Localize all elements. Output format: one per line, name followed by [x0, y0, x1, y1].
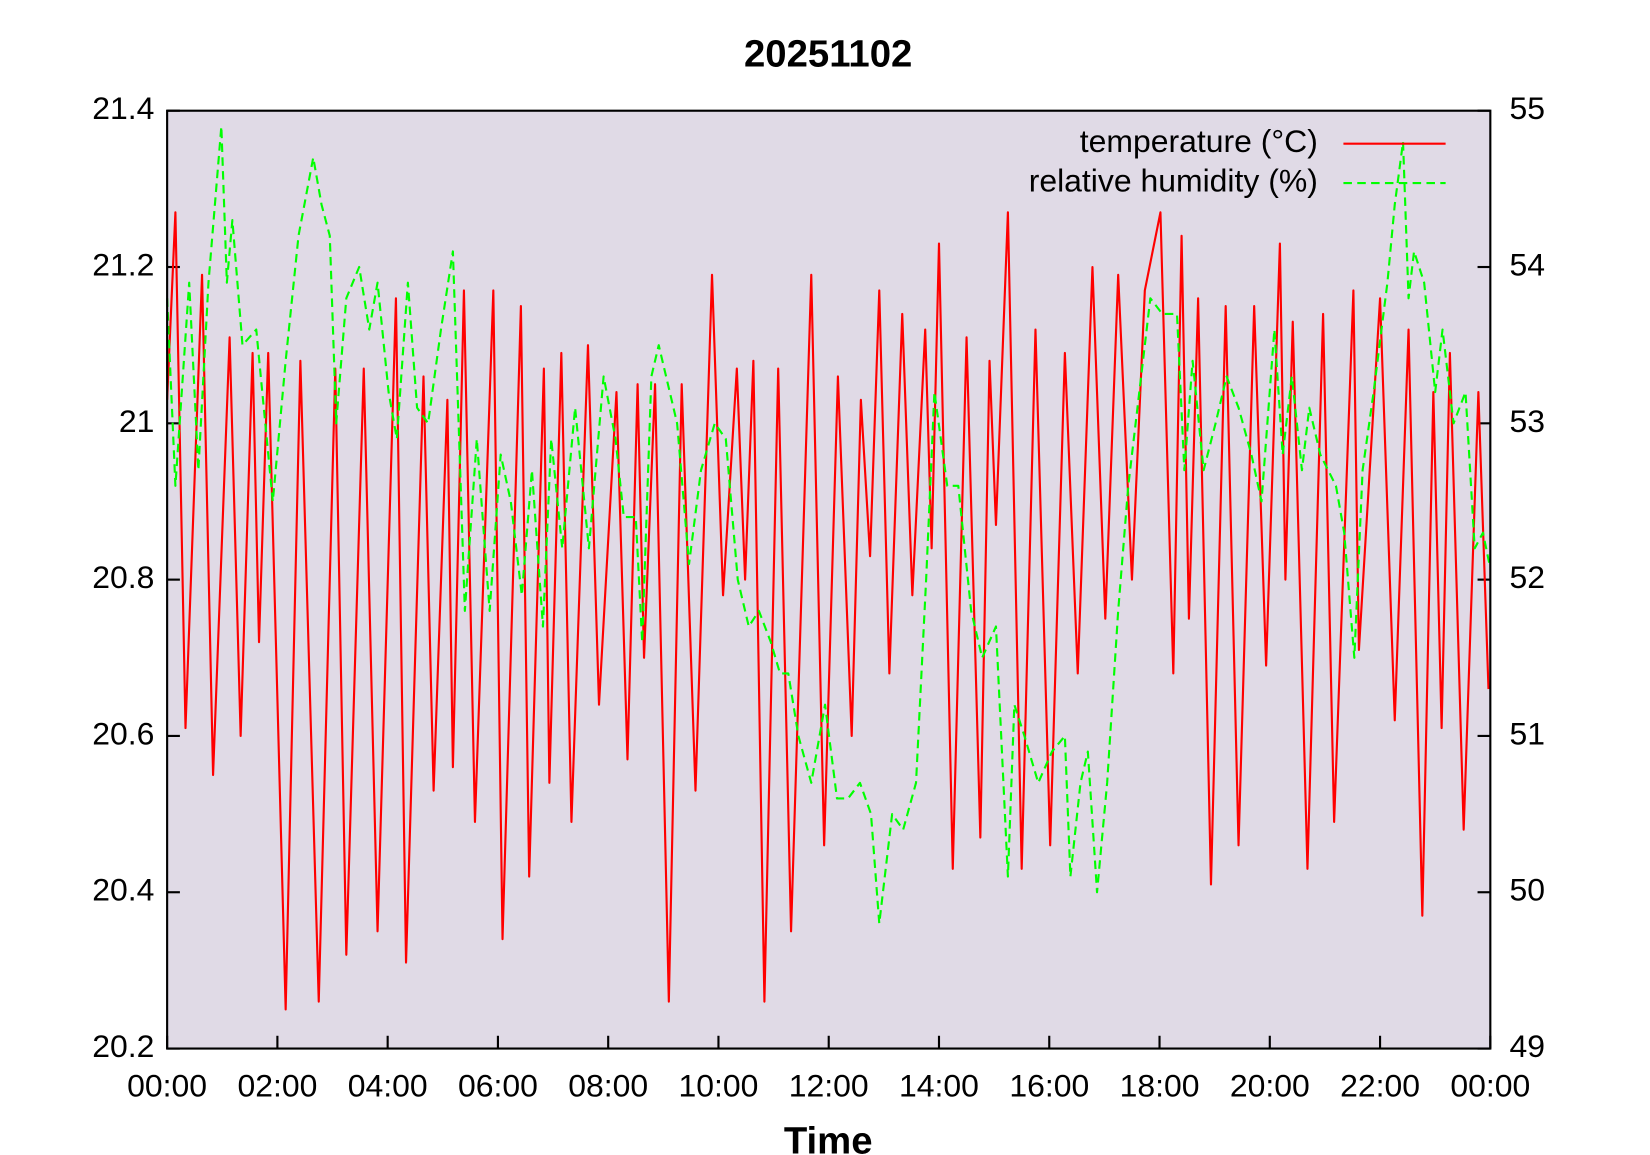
- legend-label: relative humidity (%): [1029, 163, 1318, 199]
- x-axis-label: Time: [784, 1119, 873, 1155]
- x-tick-label: 14:00: [899, 1067, 979, 1103]
- x-tick-label: 04:00: [348, 1067, 428, 1103]
- chart-title: 20251102: [744, 33, 912, 76]
- x-tick-label: 02:00: [237, 1067, 317, 1103]
- y2-tick-label: 55: [1509, 90, 1545, 126]
- x-tick-label: 20:00: [1230, 1067, 1310, 1103]
- plot-frame: [166, 109, 1492, 1050]
- y-tick-label: 20.6: [92, 715, 154, 751]
- x-tick-label: 12:00: [789, 1067, 869, 1103]
- y2-tick-label: 53: [1509, 403, 1545, 439]
- y-tick-label: 21: [119, 403, 155, 439]
- y-tick-label: 21.2: [92, 246, 154, 282]
- y2-tick-label: 54: [1509, 246, 1545, 282]
- series-line: [166, 125, 1491, 925]
- x-tick-label: 16:00: [1009, 1067, 1089, 1103]
- y2-tick-label: 51: [1509, 715, 1545, 751]
- x-tick-label: 10:00: [679, 1067, 759, 1103]
- x-tick-label: 18:00: [1120, 1067, 1200, 1103]
- plot-background: [167, 110, 1491, 1049]
- x-tick-label: 00:00: [127, 1067, 207, 1103]
- x-tick-label: 22:00: [1340, 1067, 1420, 1103]
- y2-tick-label: 52: [1509, 559, 1545, 595]
- x-tick-label: 06:00: [458, 1067, 538, 1103]
- y-tick-label: 20.2: [92, 1028, 154, 1064]
- legend-label: temperature (°C): [1080, 123, 1318, 159]
- x-tick-label: 00:00: [1450, 1067, 1530, 1103]
- y-tick-label: 20.8: [92, 559, 154, 595]
- y-tick-label: 21.4: [92, 90, 154, 126]
- y2-tick-label: 50: [1509, 872, 1545, 908]
- x-tick-label: 08:00: [568, 1067, 648, 1103]
- y-tick-label: 20.4: [92, 872, 154, 908]
- y2-tick-label: 49: [1509, 1028, 1545, 1064]
- series-line: [166, 211, 1490, 1011]
